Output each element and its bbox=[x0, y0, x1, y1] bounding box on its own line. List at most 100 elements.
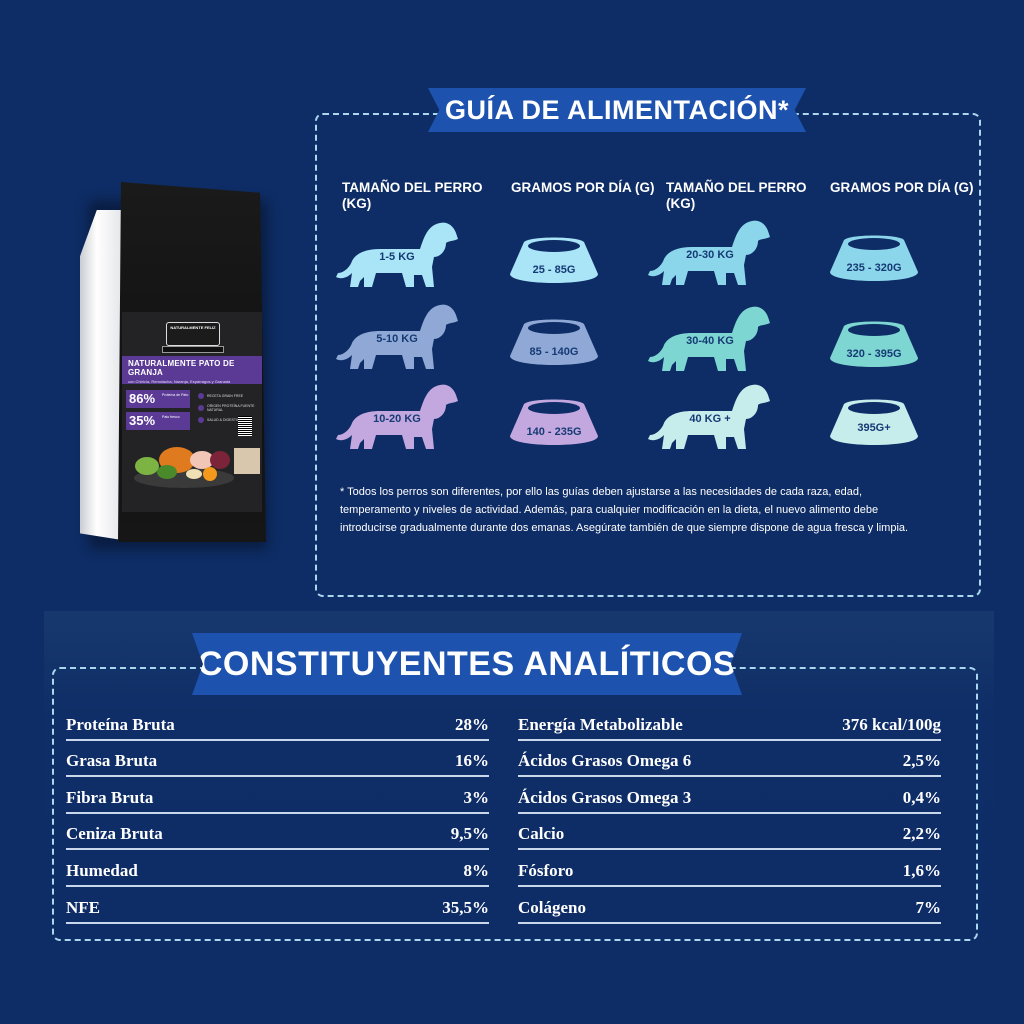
claim-fresh: 35% Pato fresco bbox=[126, 412, 190, 430]
dog-size-1-5kg: 1-5 KG bbox=[336, 221, 458, 291]
claim-text: Pato fresco bbox=[162, 415, 180, 419]
constituent-value: 1,6% bbox=[902, 860, 941, 880]
note-line: * Todos los perros son diferentes, por e… bbox=[340, 486, 863, 498]
brand-logo: NATURALMENTE FELIZ bbox=[166, 322, 220, 346]
constituent-name: Fósforo bbox=[518, 860, 574, 880]
constituent-value: 28% bbox=[455, 714, 489, 734]
food-ingredients-illustration bbox=[134, 447, 234, 488]
feeding-guide-note: * Todos los perros son diferentes, por e… bbox=[340, 483, 970, 537]
bag-label: NATURALMENTE FELIZ NATURALMENTE PATO DE … bbox=[122, 312, 262, 512]
dog-size-label: 10-20 KG bbox=[373, 413, 421, 425]
table-row: NFE 35,5% bbox=[66, 887, 489, 924]
bag-side-panel bbox=[80, 210, 122, 540]
table-row: Energía Metabolizable 376 kcal/100g bbox=[518, 704, 941, 741]
table-row: Ceniza Bruta 9,5% bbox=[66, 814, 489, 851]
barcode-icon bbox=[238, 416, 252, 436]
table-row: Fibra Bruta 3% bbox=[66, 777, 489, 814]
table-row: Fósforo 1,6% bbox=[518, 850, 941, 887]
constituent-value: 16% bbox=[455, 751, 489, 771]
table-row: Grasa Bruta 16% bbox=[66, 741, 489, 778]
bowl-icon bbox=[830, 399, 918, 445]
grams-label: 235 - 320G bbox=[846, 262, 902, 274]
dog-icon bbox=[336, 384, 458, 449]
table-row: Proteína Bruta 28% bbox=[66, 704, 489, 741]
dog-size-label: 20-30 KG bbox=[686, 249, 734, 261]
column-header-dog-size: TAMAÑO DEL PERRO (KG) bbox=[342, 180, 483, 211]
feeding-guide-title: GUÍA DE ALIMENTACIÓN* bbox=[428, 88, 806, 132]
table-row: Calcio 2,2% bbox=[518, 814, 941, 851]
constituent-name: Energía Metabolizable bbox=[518, 714, 683, 734]
dog-size-label: 5-10 KG bbox=[376, 333, 418, 345]
constituent-value: 35,5% bbox=[442, 897, 489, 917]
constituent-name: Calcio bbox=[518, 824, 565, 844]
product-subtitle: con Chirivía, Remolacha, Naranja, Espárr… bbox=[128, 379, 231, 384]
badge-origin: ORIGEN PROTEÍNA FUENTE NATURAL bbox=[198, 402, 258, 414]
dog-size-30-40kg: 30-40 KG bbox=[648, 305, 770, 375]
analytical-table-right: Energía Metabolizable 376 kcal/100g Ácido… bbox=[518, 704, 941, 924]
brand-logo-strip bbox=[162, 346, 224, 353]
product-name-band: NATURALMENTE PATO DE GRANJA con Chirivía… bbox=[122, 356, 262, 384]
badge-health: SALUD & DIGESTIÓN bbox=[198, 414, 258, 426]
grams-label: 140 - 235G bbox=[526, 426, 582, 438]
claim-value: 86% bbox=[129, 391, 156, 406]
table-row: Ácidos Grasos Omega 3 0,4% bbox=[518, 777, 941, 814]
column-header-dog-size-2: TAMAÑO DEL PERRO (KG) bbox=[666, 180, 807, 211]
constituent-name: Fibra Bruta bbox=[66, 787, 154, 807]
bowl-85-140g: 85 - 140G bbox=[510, 318, 598, 370]
badge-text: RECETA GRAIN FREE bbox=[207, 394, 244, 398]
bowl-icon bbox=[830, 235, 918, 281]
constituent-name: Grasa Bruta bbox=[66, 751, 158, 771]
constituent-name: NFE bbox=[66, 897, 100, 917]
bowl-235-320g: 235 - 320G bbox=[830, 234, 918, 286]
constituent-value: 0,4% bbox=[902, 787, 941, 807]
dog-size-label: 1-5 KG bbox=[379, 251, 415, 263]
column-header-grams: GRAMOS POR DÍA (G) bbox=[511, 180, 655, 195]
constituent-value: 3% bbox=[463, 787, 490, 807]
dog-size-5-10kg: 5-10 KG bbox=[336, 303, 458, 373]
constituent-name: Humedad bbox=[66, 860, 138, 880]
dog-icon bbox=[648, 220, 770, 285]
table-row: Ácidos Grasos Omega 6 2,5% bbox=[518, 741, 941, 778]
constituent-value: 376 kcal/100g bbox=[842, 714, 941, 734]
note-line: introducirse gradualmente durante dos em… bbox=[340, 522, 909, 534]
claim-text: Proteína de Pato bbox=[162, 393, 189, 397]
bowl-icon bbox=[510, 319, 598, 365]
analytical-title: CONSTITUYENTES ANALÍTICOS bbox=[192, 633, 742, 695]
analytical-table-left: Proteína Bruta 28% Grasa Bruta 16% Fibra B… bbox=[66, 704, 489, 924]
grams-label: 85 - 140G bbox=[529, 346, 579, 358]
grams-label: 320 - 395G bbox=[846, 348, 902, 360]
dog-size-10-20kg: 10-20 KG bbox=[336, 383, 458, 453]
constituent-name: Colágeno bbox=[518, 897, 586, 917]
dog-size-label: 40 KG + bbox=[689, 413, 731, 425]
table-row: Humedad 8% bbox=[66, 850, 489, 887]
claim-protein: 86% Proteína de Pato bbox=[126, 390, 190, 408]
constituent-value: 2,2% bbox=[902, 824, 941, 844]
constituent-name: Ácidos Grasos Omega 6 bbox=[518, 751, 692, 771]
claim-value: 35% bbox=[129, 413, 156, 428]
brand-name: NATURALMENTE FELIZ bbox=[170, 325, 216, 330]
column-header-grams-2: GRAMOS POR DÍA (G) bbox=[830, 180, 974, 195]
product-bag-image: NATURALMENTE FELIZ NATURALMENTE PATO DE … bbox=[80, 180, 270, 550]
dog-silhouette-box bbox=[234, 448, 260, 474]
badge-text: ORIGEN PROTEÍNA FUENTE NATURAL bbox=[207, 404, 255, 412]
bowl-320-395g: 320 - 395G bbox=[830, 320, 918, 372]
bowl-140-235g: 140 - 235G bbox=[510, 398, 598, 450]
leaf-icon bbox=[198, 417, 204, 423]
bowl-25-85g: 25 - 85G bbox=[510, 236, 598, 288]
dog-icon bbox=[648, 306, 770, 371]
bowl-icon bbox=[830, 321, 918, 367]
dog-size-label: 30-40 KG bbox=[686, 335, 734, 347]
grain-free-icon bbox=[198, 393, 204, 399]
constituent-name: Proteína Bruta bbox=[66, 714, 175, 734]
grams-label: 395G+ bbox=[857, 422, 891, 434]
dog-icon bbox=[648, 384, 770, 449]
badge-grain-free: RECETA GRAIN FREE bbox=[198, 390, 258, 402]
table-row: Colágeno 7% bbox=[518, 887, 941, 924]
dog-size-40kg-plus: 40 KG + bbox=[648, 383, 770, 453]
constituent-name: Ácidos Grasos Omega 3 bbox=[518, 787, 692, 807]
bowl-icon bbox=[510, 237, 598, 283]
product-name: NATURALMENTE PATO DE GRANJA bbox=[128, 359, 235, 377]
constituent-value: 2,5% bbox=[902, 751, 941, 771]
dog-size-20-30kg: 20-30 KG bbox=[648, 219, 770, 289]
dog-icon bbox=[336, 222, 458, 287]
